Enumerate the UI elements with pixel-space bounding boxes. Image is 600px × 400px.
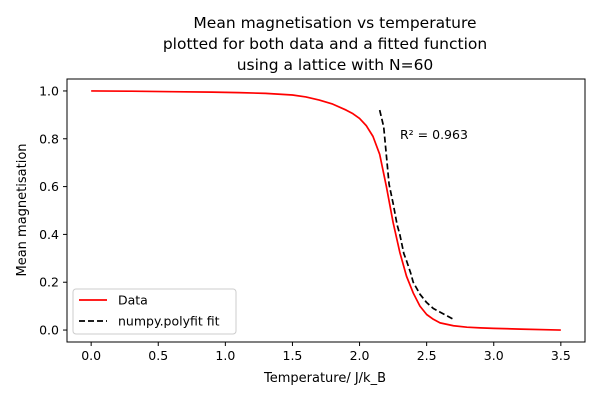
legend: Data numpy.polyfit fit — [72, 288, 237, 335]
chart-title-line-1: Mean magnetisation vs temperature — [193, 14, 476, 32]
y-axis-label: Mean magnetisation — [15, 143, 30, 276]
chart-title-line-2: plotted for both data and a fitted funct… — [163, 35, 487, 53]
y-tick-label: 0.6 — [39, 179, 59, 194]
y-tick-label: 1.0 — [39, 83, 59, 98]
x-axis: 0.0 0.5 1.0 1.5 2.0 2.5 3.0 3.5 — [81, 342, 571, 363]
legend-label-data: Data — [118, 293, 148, 308]
x-tick-label: 1.5 — [283, 348, 303, 363]
chart-title-line-3: using a lattice with N=60 — [237, 56, 434, 74]
x-tick-label: 3.0 — [484, 348, 504, 363]
r-squared-annotation: R² = 0.963 — [400, 127, 468, 142]
x-tick-label: 0.0 — [81, 348, 101, 363]
y-axis: 0.0 0.2 0.4 0.6 0.8 1.0 — [39, 83, 67, 338]
y-tick-label: 0.8 — [39, 131, 59, 146]
legend-box — [72, 288, 237, 335]
y-tick-label: 0.2 — [39, 275, 59, 290]
y-tick-label: 0.0 — [39, 323, 59, 338]
data-series-line — [91, 90, 561, 331]
x-tick-label: 2.5 — [417, 348, 437, 363]
y-tick-label: 0.4 — [39, 227, 59, 242]
legend-label-fit: numpy.polyfit fit — [118, 314, 220, 329]
x-tick-label: 0.5 — [148, 348, 168, 363]
x-tick-label: 1.0 — [215, 348, 235, 363]
x-tick-label: 3.5 — [551, 348, 571, 363]
x-axis-label: Temperature/ J/k_B — [263, 371, 386, 386]
plot-area — [91, 90, 561, 331]
x-tick-label: 2.0 — [350, 348, 370, 363]
fit-series-line — [378, 109, 454, 321]
axes-frame — [66, 78, 586, 343]
